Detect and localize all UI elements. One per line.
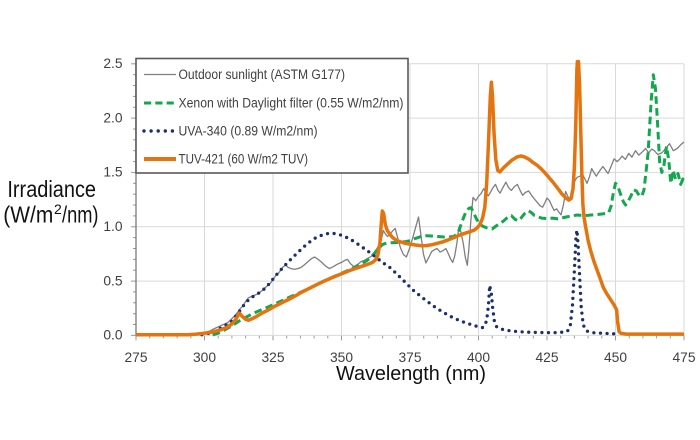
svg-text:2: 2 [54, 201, 62, 217]
svg-text:/nm): /nm) [62, 202, 99, 228]
svg-text:Wavelength (nm): Wavelength (nm) [336, 363, 486, 385]
svg-text:(W/m: (W/m [3, 202, 53, 228]
svg-text:475: 475 [672, 350, 695, 365]
svg-text:Outdoor sunlight (ASTM G177): Outdoor sunlight (ASTM G177) [179, 67, 346, 82]
svg-text:2.0: 2.0 [103, 110, 123, 125]
svg-text:Xenon with Daylight filter (0.: Xenon with Daylight filter (0.55 W/m2/nm… [179, 96, 404, 111]
svg-text:375: 375 [398, 350, 421, 365]
svg-text:425: 425 [535, 350, 558, 365]
svg-text:300: 300 [193, 350, 216, 365]
svg-text:1.5: 1.5 [103, 165, 123, 180]
svg-text:450: 450 [604, 350, 627, 365]
svg-text:Irradiance: Irradiance [7, 176, 96, 202]
svg-text:325: 325 [261, 350, 284, 365]
svg-text:2.5: 2.5 [103, 56, 123, 71]
svg-text:0.0: 0.0 [103, 328, 123, 343]
svg-text:275: 275 [124, 350, 147, 365]
svg-text:TUV-421 (60 W/m2 TUV): TUV-421 (60 W/m2 TUV) [179, 152, 309, 167]
svg-text:1.0: 1.0 [103, 219, 123, 234]
svg-text:UVA-340 (0.89 W/m2/nm): UVA-340 (0.89 W/m2/nm) [179, 124, 318, 139]
svg-text:0.5: 0.5 [103, 273, 123, 288]
svg-text:400: 400 [467, 350, 490, 365]
svg-text:350: 350 [330, 350, 353, 365]
